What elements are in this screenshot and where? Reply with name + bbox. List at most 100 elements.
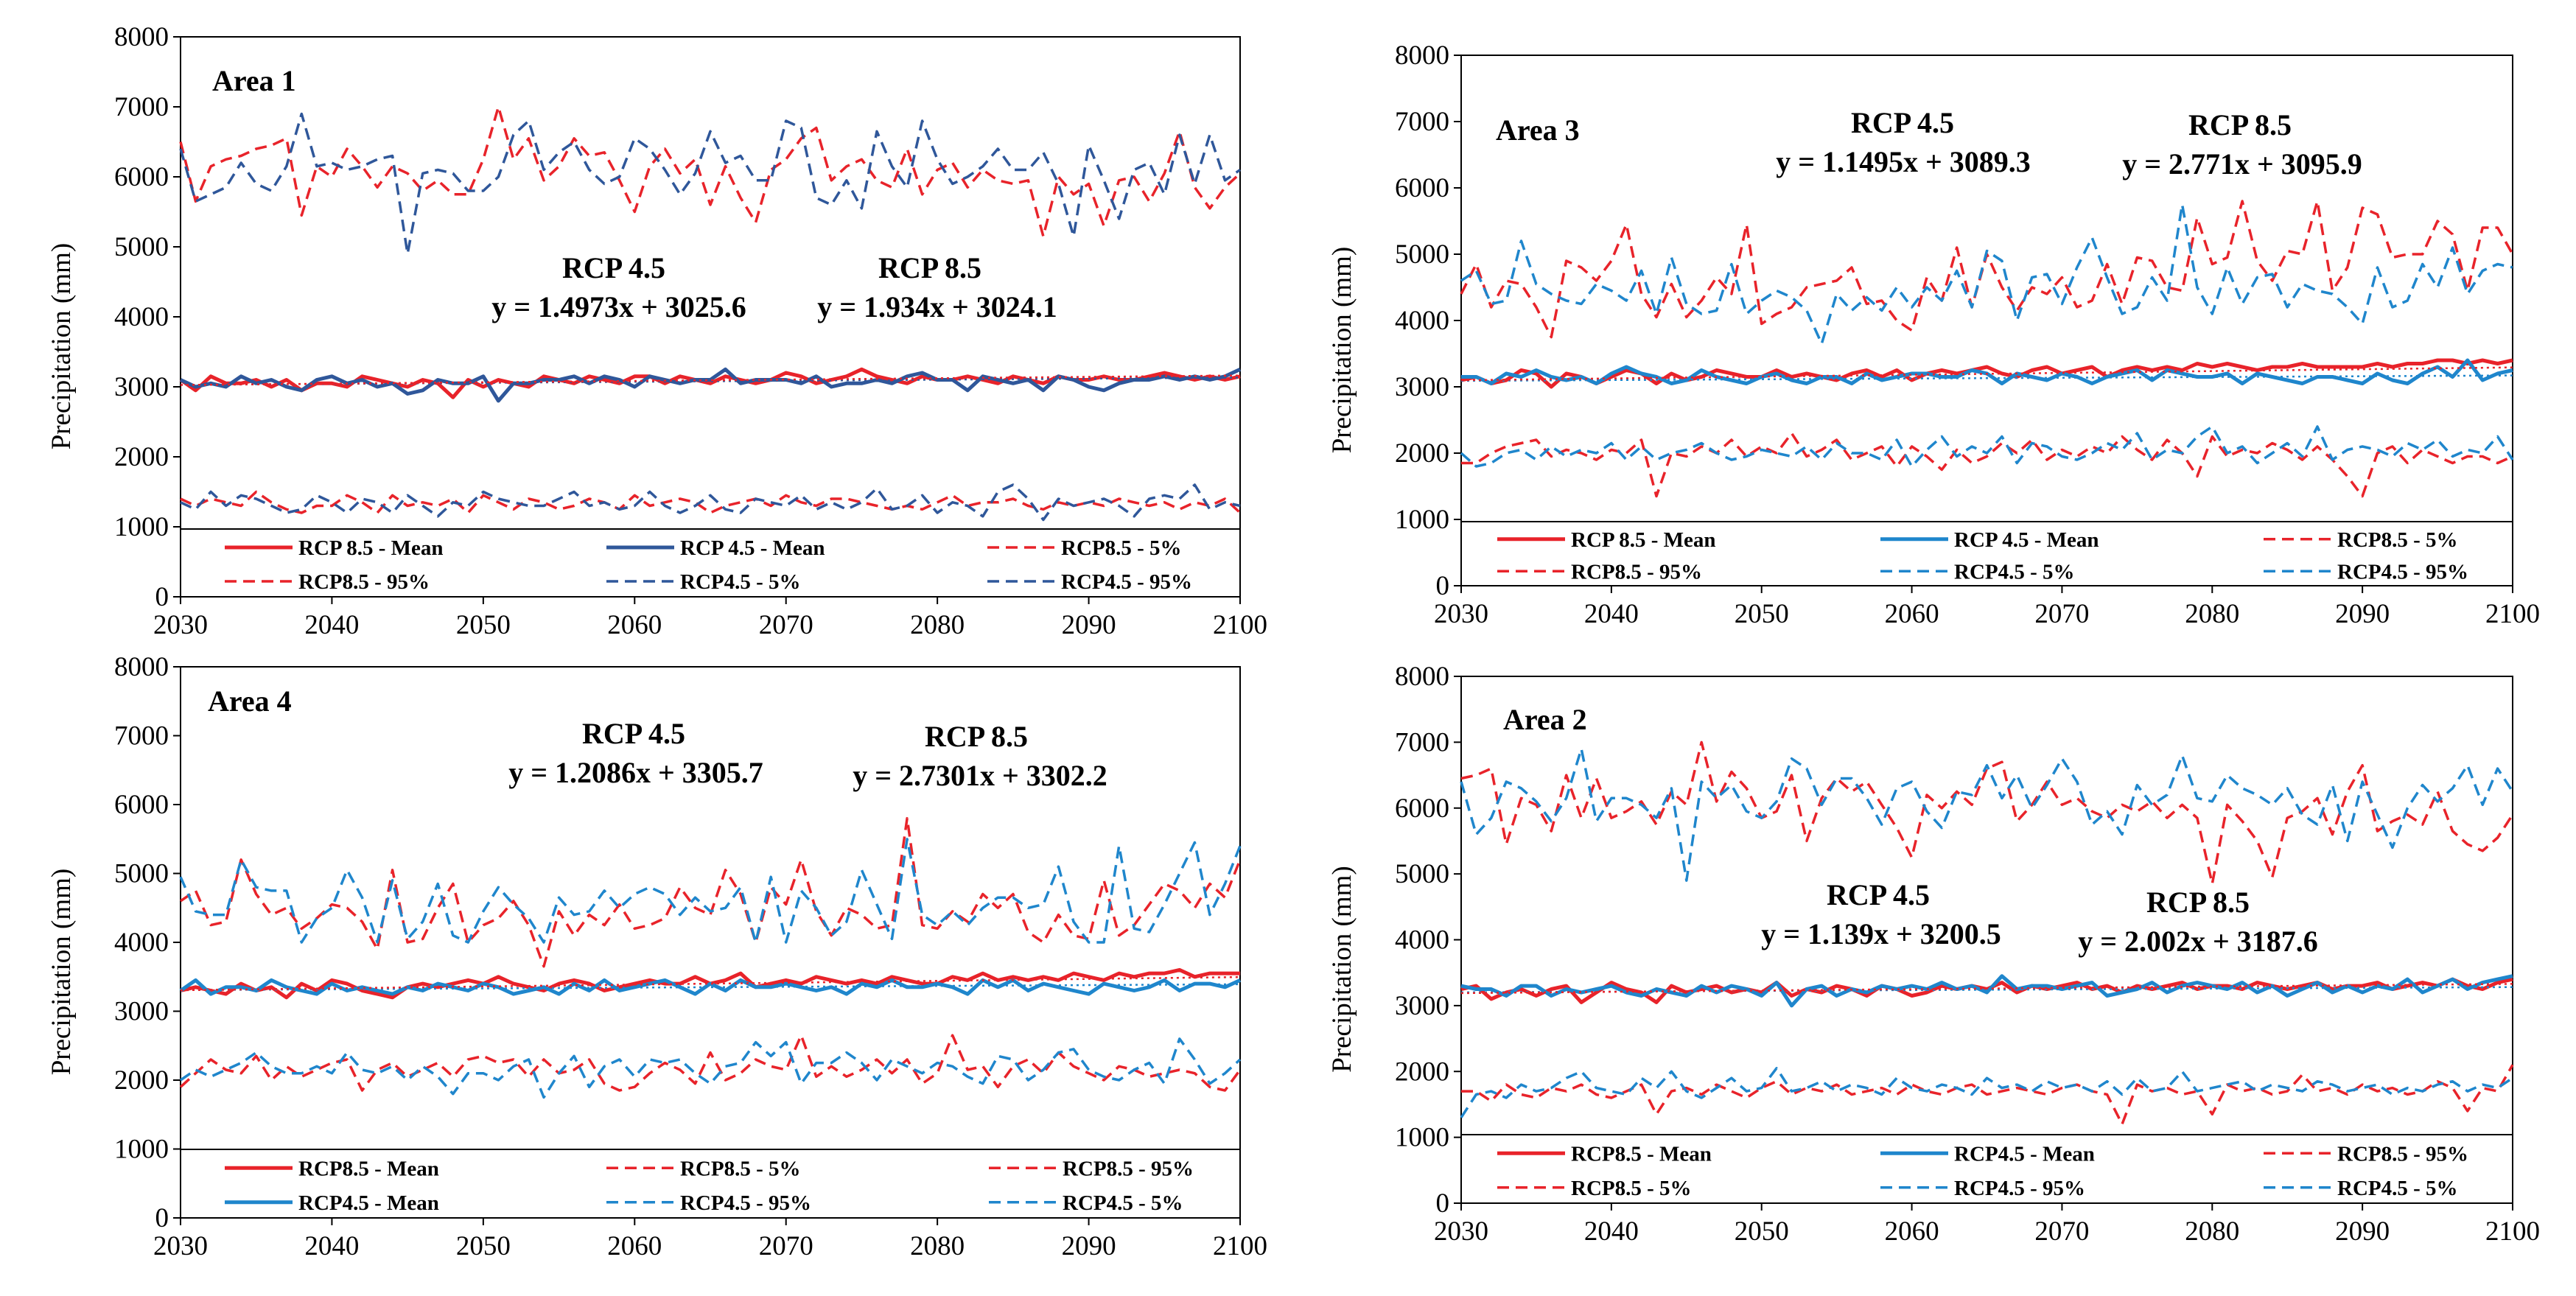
- area-4-legend-box: [180, 1149, 1241, 1219]
- area-2-legend-label-rcp4-5-5: RCP4.5 - 5%: [2337, 1177, 2458, 1200]
- area-3-legend-label-rcp-4-5-mean: RCP 4.5 - Mean: [1954, 528, 2099, 552]
- area-2-panel: 0 1000 2000 3000 4000 5000 6000 7000 8000 2030 204…: [1327, 662, 2540, 1247]
- area-2-xtick-label: 2080: [2185, 1216, 2239, 1247]
- area-2-trend-rcp-8-5: [1460, 983, 2513, 995]
- area-4-xtick-label: 2070: [759, 1231, 813, 1261]
- area-3-ytick-label: 1000: [1395, 505, 1449, 535]
- area-2-series-rcp4-5-5: [1460, 1067, 2513, 1118]
- area-1-ytick-label: 6000: [114, 162, 169, 192]
- area-2-legend-box: [1460, 1134, 2513, 1204]
- area-3-ytick-label: 2000: [1395, 438, 1449, 469]
- area-2-series-rcp4-5-95: [1460, 747, 2514, 882]
- area-3-legend-label-rcp8-5-5: RCP8.5 - 5%: [2337, 528, 2458, 552]
- area-4-ytick-label: 5000: [114, 859, 169, 889]
- area-3-legend-label-rcp8-5-95: RCP8.5 - 95%: [1571, 560, 1702, 584]
- area-1-xtick-label: 2040: [304, 610, 359, 640]
- area-2-xtick-label: 2070: [2034, 1216, 2089, 1247]
- area-1-legend: RCP 8.5 - Mean RCP 4.5 - Mean RCP8.5 - 5% R…: [180, 528, 1241, 598]
- area-4-ytick-label: 1000: [114, 1135, 169, 1165]
- area-1-panel: 0 1000 2000 3000 4000 5000 6000 7000 8000 2030 204…: [46, 22, 1267, 640]
- area-1-legend-box: [180, 528, 1241, 598]
- area-4-legend-label-rcp4-5-5: RCP4.5 - 5%: [1063, 1191, 1183, 1215]
- area-1-legend-label-rcp4-5-95: RCP4.5 - 95%: [1061, 570, 1192, 594]
- area-2-ylabel: Precipitation (mm): [1327, 866, 1357, 1073]
- area-2-series-rcp8-5-5: [1461, 1064, 2514, 1126]
- area-1-ytick-label: 1000: [114, 512, 169, 542]
- area-4-plot-frame: [180, 666, 1241, 1219]
- area-2-ytick-label: 5000: [1395, 859, 1449, 889]
- area-1-legend-label-rcp4-5-5: RCP4.5 - 5%: [680, 570, 801, 594]
- area-1-legend-label-rcp8-5-5: RCP8.5 - 5%: [1061, 536, 1182, 560]
- area-3-eq-formula-rcp-8-5: y = 2.771x + 3095.9: [2122, 147, 2362, 181]
- area-1-ytick-label: 4000: [114, 302, 169, 332]
- area-4-legend: RCP8.5 - Mean RCP8.5 - 5% RCP8.5 - 95% RCP4…: [180, 1149, 1241, 1219]
- area-4-ytick-label: 4000: [114, 928, 169, 958]
- area-4-xtick-label: 2050: [456, 1231, 511, 1261]
- area-3-legend-label-rcp-8-5-mean: RCP 8.5 - Mean: [1571, 528, 1716, 552]
- area-3-xtick-label: 2080: [2185, 599, 2239, 629]
- area-2-ytick-label: 4000: [1395, 925, 1449, 956]
- area-1-legend-label-rcp8-5-95: RCP8.5 - 95%: [298, 570, 430, 594]
- area-2-eq-formula-rcp-8-5: y = 2.002x + 3187.6: [2078, 925, 2318, 958]
- area-1-xtick-label: 2030: [153, 610, 208, 640]
- area-2-legend-label-rcp4-5-mean: RCP4.5 - Mean: [1954, 1142, 2095, 1166]
- area-4-eq-name-rcp-4-5: RCP 4.5: [582, 717, 685, 750]
- area-2-series-rcp4-5-mean: [1460, 974, 2513, 1008]
- area-3-ytick-label: 5000: [1395, 239, 1449, 270]
- area-2-xtick-label: 2040: [1584, 1216, 1639, 1247]
- area-4-xtick-label: 2040: [304, 1231, 359, 1261]
- area-3-legend-label-rcp4-5-95: RCP4.5 - 95%: [2337, 560, 2468, 584]
- area-2-ytick-label: 8000: [1395, 662, 1449, 692]
- area-3-xtick-label: 2100: [2485, 599, 2540, 629]
- area-2-ytick-label: 2000: [1395, 1057, 1449, 1087]
- area-3-xtick-label: 2050: [1735, 599, 1789, 629]
- area-4-series-rcp4-5-5: [180, 1037, 1242, 1099]
- area-4-ytick-label: 8000: [114, 652, 169, 682]
- area-1-series-rcp4-5-5: [180, 483, 1241, 522]
- area-1-ytick-label: 8000: [114, 22, 169, 52]
- area-2-ytick-label: 1000: [1395, 1123, 1449, 1153]
- area-3-legend-box: [1460, 521, 2513, 586]
- area-1-series-rcp8-5-5: [180, 490, 1242, 514]
- area-2-title: Area 2: [1503, 703, 1587, 736]
- area-3-xtick-label: 2090: [2335, 599, 2390, 629]
- area-3-xtick-label: 2060: [1885, 599, 1939, 629]
- area-3-panel: 0 1000 2000 3000 4000 5000 6000 7000 8000 2030 204…: [1327, 41, 2540, 629]
- area-3-plot-frame: [1460, 55, 2513, 586]
- area-1-eq-name-rcp-8-5: RCP 8.5: [878, 251, 981, 284]
- area-3-xtick-label: 2070: [2034, 599, 2089, 629]
- area-1-eq-formula-rcp-4-5: y = 1.4973x + 3025.6: [491, 290, 746, 323]
- area-3-ylabel: Precipitation (mm): [1327, 247, 1357, 454]
- area-2-series-rcp8-5-95: [1460, 740, 2514, 886]
- area-3-legend-label-rcp4-5-5: RCP4.5 - 5%: [1954, 560, 2075, 584]
- area-2-xtick-label: 2090: [2335, 1216, 2390, 1247]
- area-1-legend-label-rcp-8-5-mean: RCP 8.5 - Mean: [298, 536, 444, 560]
- area-4-ytick-label: 7000: [114, 721, 169, 752]
- area-1-eq-formula-rcp-8-5: y = 1.934x + 3024.1: [817, 290, 1057, 323]
- area-2-legend-label-rcp8-5-mean: RCP8.5 - Mean: [1571, 1142, 1712, 1166]
- area-4-eq-formula-rcp-4-5: y = 1.2086x + 3305.7: [508, 756, 763, 789]
- area-3-eq-name-rcp-4-5: RCP 4.5: [1851, 106, 1954, 139]
- area-4-ytick-label: 0: [155, 1203, 169, 1233]
- area-3-xtick-label: 2040: [1584, 599, 1639, 629]
- area-3-series-rcp4-5-5: [1460, 425, 2514, 468]
- area-1-ytick-label: 7000: [114, 92, 169, 122]
- area-2-legend-label-rcp4-5-95: RCP4.5 - 95%: [1954, 1177, 2085, 1200]
- chart-panels: 0 1000 2000 3000 4000 5000 6000 7000 8000 2030 204…: [46, 22, 2540, 1261]
- area-3-legend: RCP 8.5 - Mean RCP 4.5 - Mean RCP8.5 - 5% R…: [1460, 521, 2513, 586]
- area-3-eq-formula-rcp-4-5: y = 1.1495x + 3089.3: [1776, 145, 2031, 178]
- area-2-legend: RCP8.5 - Mean RCP4.5 - Mean RCP8.5 - 95% RC…: [1460, 1134, 2513, 1204]
- area-4-ylabel: Precipitation (mm): [46, 869, 77, 1076]
- area-2-legend-label-rcp8-5-5: RCP8.5 - 5%: [1571, 1177, 1692, 1200]
- area-4-xtick-label: 2030: [153, 1231, 208, 1261]
- area-1-xtick-label: 2100: [1213, 610, 1267, 640]
- area-1-ytick-label: 5000: [114, 232, 169, 262]
- area-3-ytick-label: 3000: [1395, 372, 1449, 402]
- area-2-ytick-label: 0: [1436, 1188, 1450, 1219]
- area-4-series-rcp4-5-95: [179, 838, 1242, 944]
- area-4-legend-label-rcp4-5-mean: RCP4.5 - Mean: [298, 1191, 439, 1215]
- area-4-legend-label-rcp8-5-mean: RCP8.5 - Mean: [298, 1157, 439, 1180]
- area-1-title: Area 1: [212, 64, 296, 97]
- area-1-xtick-label: 2060: [607, 610, 662, 640]
